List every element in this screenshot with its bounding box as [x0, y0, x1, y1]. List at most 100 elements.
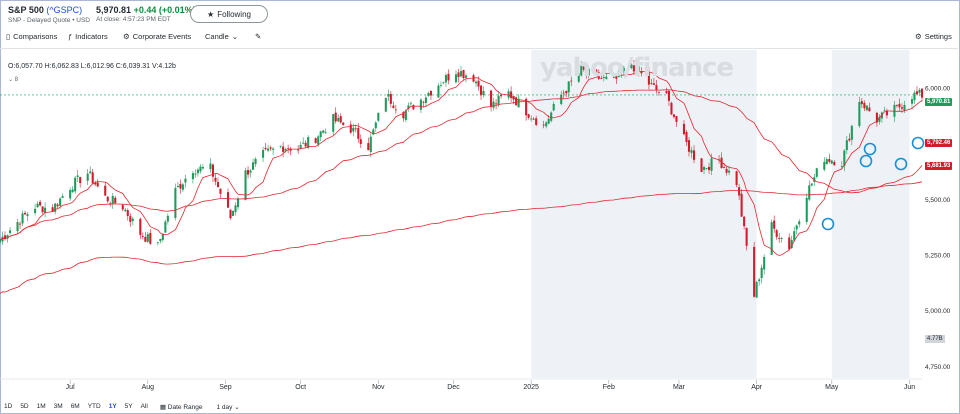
- candle-body: [377, 112, 380, 121]
- candle-body: [71, 189, 74, 193]
- candle-body: [830, 160, 833, 164]
- price-change: +0.44: [133, 5, 157, 15]
- candle-body: [667, 90, 670, 101]
- range-1y[interactable]: 1Y: [108, 403, 117, 410]
- candle-body: [289, 148, 292, 151]
- candle-body: [672, 114, 676, 117]
- range-5y[interactable]: 5Y: [124, 403, 133, 410]
- candle-body: [570, 80, 573, 82]
- date-range-button[interactable]: ▦ Date Range: [159, 404, 203, 411]
- range-ytd[interactable]: YTD: [87, 403, 101, 410]
- chart-toolbar: ▯ Comparisons ƒ Indicators ⚙ Corporate Even…: [0, 30, 958, 46]
- candle-body: [437, 85, 440, 98]
- candle-body: [725, 168, 728, 173]
- candle-body: [815, 168, 818, 177]
- range-3m[interactable]: 3M: [53, 403, 63, 410]
- candle-body: [129, 216, 132, 222]
- candle-body: [121, 204, 124, 210]
- range-6m[interactable]: 6M: [70, 403, 80, 410]
- candle-body: [146, 234, 149, 242]
- candle-body: [91, 172, 94, 184]
- candle-body: [580, 66, 583, 76]
- candle-body: [863, 102, 866, 109]
- candle-body: [226, 192, 230, 208]
- candle-body: [26, 214, 29, 216]
- candle-body: [542, 124, 545, 126]
- pencil-icon: ✎: [255, 32, 262, 41]
- candle-body: [407, 105, 410, 109]
- candle-body: [56, 204, 59, 207]
- candle-body: [635, 64, 638, 74]
- candle-body: [297, 149, 300, 151]
- ma-long-tag: 5,681.93: [925, 162, 953, 170]
- candle-body: [560, 94, 563, 105]
- y-tick-label: 6,000.00: [925, 85, 951, 92]
- candle-body: [299, 144, 302, 149]
- candle-body: [131, 218, 134, 222]
- candle-body: [833, 161, 836, 166]
- candle-body: [865, 105, 868, 111]
- x-tick-label: Oct: [295, 384, 306, 391]
- chevron-down-icon: ⌄: [8, 77, 15, 83]
- candle-body: [845, 140, 848, 151]
- settings-button[interactable]: ⚙ Settings: [915, 32, 952, 41]
- candle-body: [244, 170, 247, 201]
- candle-body: [359, 139, 362, 144]
- candle-body: [900, 107, 904, 109]
- candle-body: [903, 105, 906, 111]
- comparisons-button[interactable]: ▯ Comparisons: [6, 32, 57, 41]
- candle-body: [685, 132, 688, 143]
- candle-body: [234, 205, 237, 213]
- candle-body: [535, 118, 538, 125]
- chart-type-dropdown[interactable]: Candle ⌄: [205, 32, 238, 41]
- candle-body: [617, 71, 620, 77]
- candle-body: [3, 235, 7, 240]
- candle-body: [778, 237, 781, 239]
- indicators-button[interactable]: ƒ Indicators: [68, 32, 108, 41]
- candle-body: [1, 236, 4, 242]
- candle-body: [76, 175, 79, 177]
- candle-body: [562, 92, 565, 94]
- candle-body: [319, 131, 322, 138]
- candle-body: [166, 215, 169, 222]
- candle-body: [692, 150, 696, 160]
- ma-mid-line: [0, 89, 923, 241]
- legend-toggle[interactable]: ⌄ 8: [8, 76, 18, 83]
- candle-body: [394, 109, 397, 111]
- candle-body: [279, 145, 282, 147]
- candle-body: [913, 92, 916, 101]
- following-button[interactable]: ★ Following: [190, 5, 268, 23]
- quote-subtitle: SNP - Delayed Quote • USD: [8, 17, 90, 24]
- candle-body: [530, 118, 533, 120]
- range-all[interactable]: All: [140, 403, 148, 410]
- ticker-link[interactable]: (^GSPC): [46, 5, 83, 15]
- candle-body: [723, 166, 726, 168]
- interval-dropdown[interactable]: 1 day ⌄: [216, 404, 240, 411]
- candle-body: [429, 90, 432, 96]
- corporate-events-button[interactable]: ⚙ Corporate Events: [123, 32, 191, 41]
- candle-body: [304, 142, 307, 147]
- candle-body: [374, 122, 377, 129]
- candle-body: [269, 147, 272, 149]
- candle-body: [339, 116, 342, 123]
- candle-body: [690, 150, 693, 153]
- candle-body: [600, 78, 603, 80]
- candle-body: [16, 221, 19, 232]
- candle-body: [745, 227, 748, 246]
- candle-body: [605, 76, 608, 80]
- draw-button[interactable]: ✎: [255, 32, 261, 41]
- candle-body: [500, 95, 503, 97]
- candle-body: [36, 203, 39, 208]
- range-1d[interactable]: 1D: [4, 403, 13, 410]
- candle-body: [149, 232, 152, 244]
- candle-body: [246, 170, 250, 175]
- symbol-title: S&P 500 (^GSPC): [8, 5, 90, 15]
- range-5d[interactable]: 5D: [20, 403, 29, 410]
- candle-body: [307, 137, 310, 148]
- range-1m[interactable]: 1M: [36, 403, 46, 410]
- candle-body: [808, 185, 811, 200]
- candle-body: [462, 69, 465, 79]
- x-tick-label: Dec: [447, 384, 460, 391]
- candle-body: [402, 112, 405, 119]
